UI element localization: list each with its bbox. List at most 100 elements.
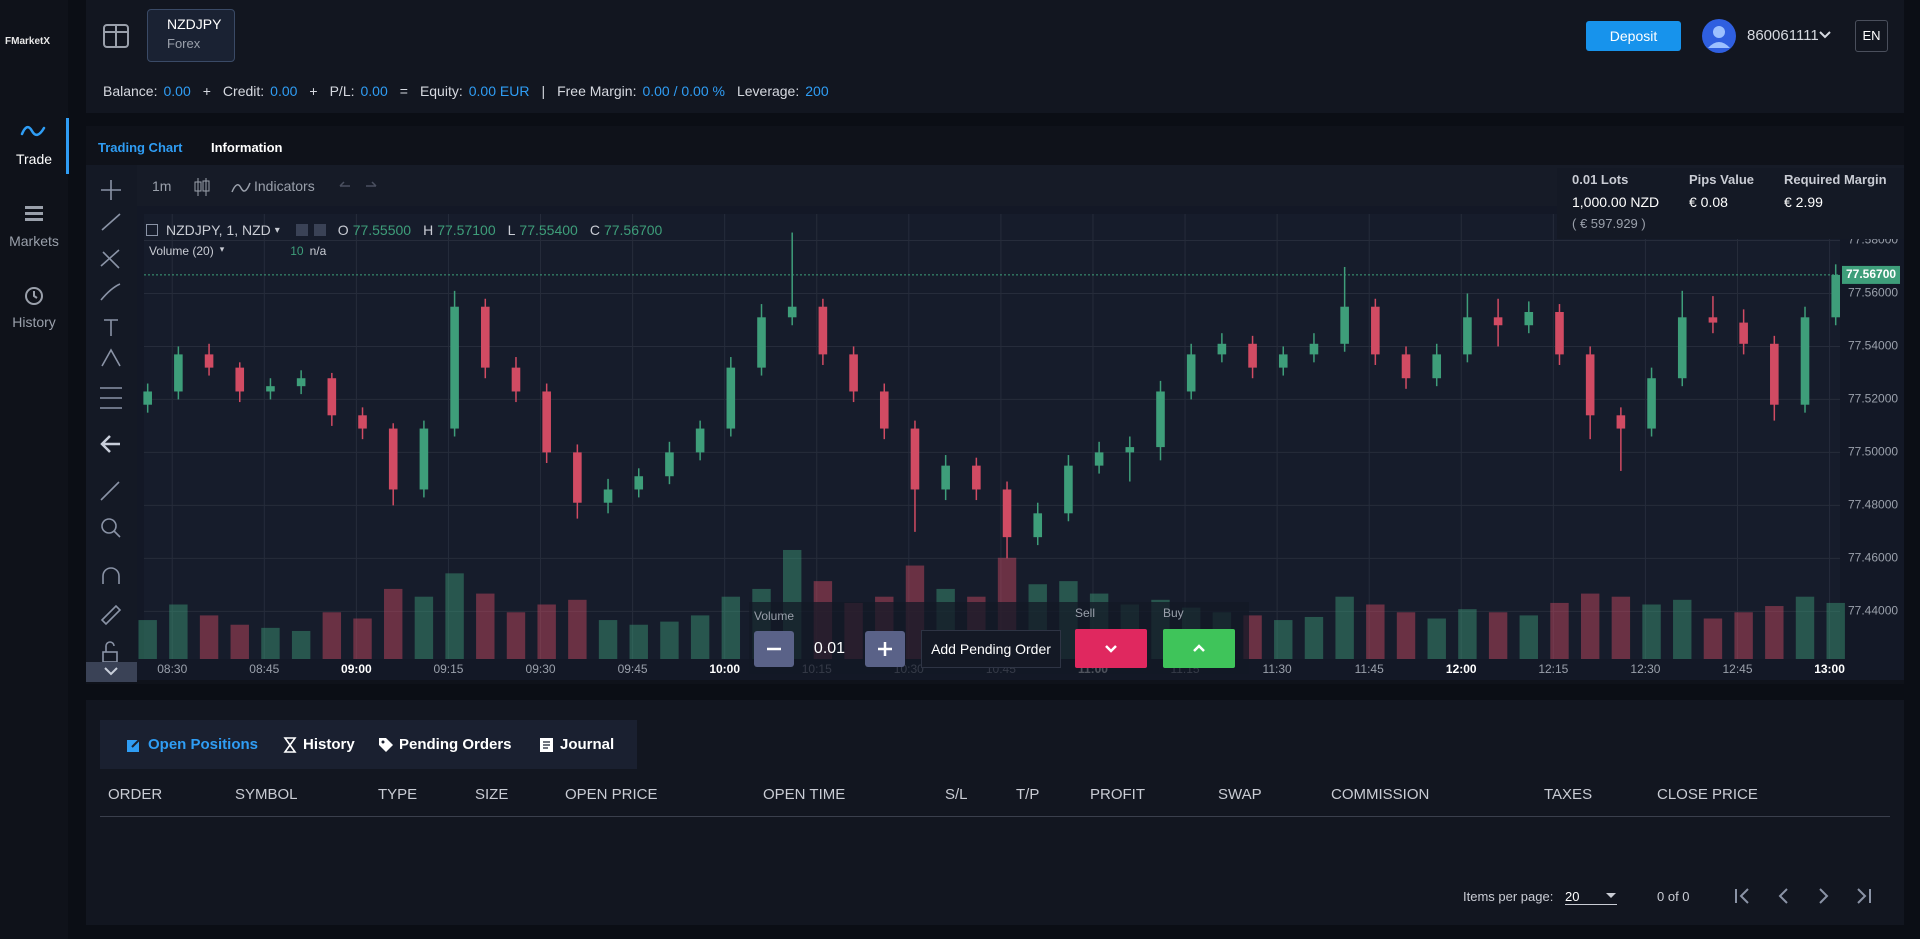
volume-bar xyxy=(1611,596,1631,659)
volume-bar xyxy=(230,624,249,659)
label: P/L: xyxy=(329,83,355,99)
column-header: SIZE xyxy=(475,786,509,803)
x-tick-label: 11:45 xyxy=(1355,662,1384,676)
candle-body xyxy=(941,465,950,490)
indicators[interactable]: Indicators xyxy=(254,178,315,194)
candle-body xyxy=(327,378,337,416)
column-header: CLOSE PRICE xyxy=(1657,786,1758,803)
trade-info xyxy=(1557,168,1904,239)
candle-body xyxy=(1770,343,1779,405)
y-tick-label: 77.50000 xyxy=(1848,445,1898,459)
language[interactable]: EN xyxy=(1855,20,1888,52)
candle-body xyxy=(511,367,521,392)
candle-body xyxy=(388,428,398,490)
ohlc-value: 77.55500 xyxy=(352,222,412,238)
legend-icon xyxy=(295,224,308,236)
candle-body xyxy=(266,386,275,392)
candle-body xyxy=(1186,354,1196,392)
account-bar: Balance: 0.00 + Credit: 0.00 + P/L: 0.00 = … xyxy=(103,83,829,99)
ohlc-key: H xyxy=(423,222,434,238)
active-indicator xyxy=(66,118,69,174)
symbol-box[interactable] xyxy=(147,9,235,62)
account-id[interactable]: 860061111 xyxy=(1747,27,1819,44)
logo: FMarketX xyxy=(5,36,51,47)
x-tick-label: 09:00 xyxy=(341,662,372,676)
volume-bar xyxy=(1826,602,1845,659)
symbol: NZDJPY xyxy=(167,16,222,32)
candle-body xyxy=(204,354,214,368)
items-per-page-label: Items per page: xyxy=(1463,889,1554,904)
column-header: TYPE xyxy=(378,786,418,803)
candle-body xyxy=(1800,317,1810,405)
tab-history[interactable]: History xyxy=(303,736,355,753)
candle-body xyxy=(1708,317,1718,323)
markets-icon xyxy=(25,206,43,221)
items-per-page[interactable]: 20 xyxy=(1565,889,1617,905)
volume-value[interactable]: 0.01 xyxy=(813,640,846,657)
tab-trading-chart[interactable]: Trading Chart xyxy=(98,140,183,155)
x-tick-label: 09:45 xyxy=(618,662,648,676)
pending-order-button[interactable]: Add Pending Order xyxy=(921,630,1061,668)
column-header: S/L xyxy=(945,786,968,803)
info-note: ( € 597.929 ) xyxy=(1572,216,1646,231)
candle-body xyxy=(1033,513,1043,538)
candle-body xyxy=(695,428,705,453)
deposit-button[interactable]: Deposit xyxy=(1586,21,1681,51)
candle-body xyxy=(603,489,613,503)
column-header: SWAP xyxy=(1218,786,1262,803)
column-header: ORDER xyxy=(108,786,163,803)
header-rule xyxy=(100,816,1890,817)
chart-type-icon[interactable] xyxy=(193,176,211,198)
history-icon xyxy=(25,287,43,305)
volume-bar xyxy=(1335,596,1354,659)
ohlc-value: 77.57100 xyxy=(437,222,496,238)
tab-journal[interactable]: Journal xyxy=(560,736,615,753)
minus-button[interactable] xyxy=(754,631,794,667)
pagination[interactable] xyxy=(1732,885,1882,907)
legend-caret: ▾ xyxy=(274,224,280,236)
volume-caret: ▾ xyxy=(219,244,225,254)
candle-body xyxy=(1616,415,1626,429)
layout-icon[interactable] xyxy=(103,24,129,48)
market: Forex xyxy=(167,36,201,51)
candle-body xyxy=(1524,312,1534,326)
y-tick-label: 77.56000 xyxy=(1848,286,1898,300)
tab-open-positions[interactable]: Open Positions xyxy=(148,736,259,753)
journal-tab-icon xyxy=(540,738,553,752)
column-header: SYMBOL xyxy=(235,786,298,803)
candle-body xyxy=(1831,274,1840,318)
label: Leverage: xyxy=(736,83,800,99)
candle-body xyxy=(1125,447,1135,453)
x-tick-label: 12:00 xyxy=(1446,662,1477,676)
ohlc-key: C xyxy=(589,222,600,238)
nav-history[interactable]: History xyxy=(12,314,56,330)
value: 0.00 xyxy=(270,83,298,99)
volume-bar xyxy=(1703,618,1723,659)
value: 0.00 xyxy=(163,83,191,99)
nav-trade[interactable]: Trade xyxy=(15,151,53,167)
volume-bar xyxy=(1734,612,1753,659)
plus-button[interactable] xyxy=(865,631,905,667)
candle-body xyxy=(1248,343,1257,368)
volume-label: Volume xyxy=(754,609,795,623)
volume-bar xyxy=(384,588,403,659)
column-header: TAXES xyxy=(1544,786,1593,803)
candle-body xyxy=(1739,322,1748,344)
column-header: COMMISSION xyxy=(1331,786,1430,803)
candle-body xyxy=(1371,306,1380,355)
collapse-box[interactable] xyxy=(146,224,158,236)
interval[interactable]: 1m xyxy=(152,178,172,194)
avatar[interactable] xyxy=(1701,18,1737,54)
volume-value: n/a xyxy=(309,244,327,258)
candle-body xyxy=(1677,317,1687,379)
candle-body xyxy=(787,306,797,318)
sell-button[interactable] xyxy=(1075,629,1147,668)
nav-markets[interactable]: Markets xyxy=(9,233,59,249)
column-header: PROFIT xyxy=(1090,786,1145,803)
undo-redo[interactable] xyxy=(336,178,380,194)
drawing-tools xyxy=(86,180,137,682)
buy-button[interactable] xyxy=(1163,629,1235,668)
tab-information[interactable]: Information xyxy=(211,140,283,155)
tab-pending-orders[interactable]: Pending Orders xyxy=(399,736,512,753)
label: Free Margin: xyxy=(557,83,637,99)
